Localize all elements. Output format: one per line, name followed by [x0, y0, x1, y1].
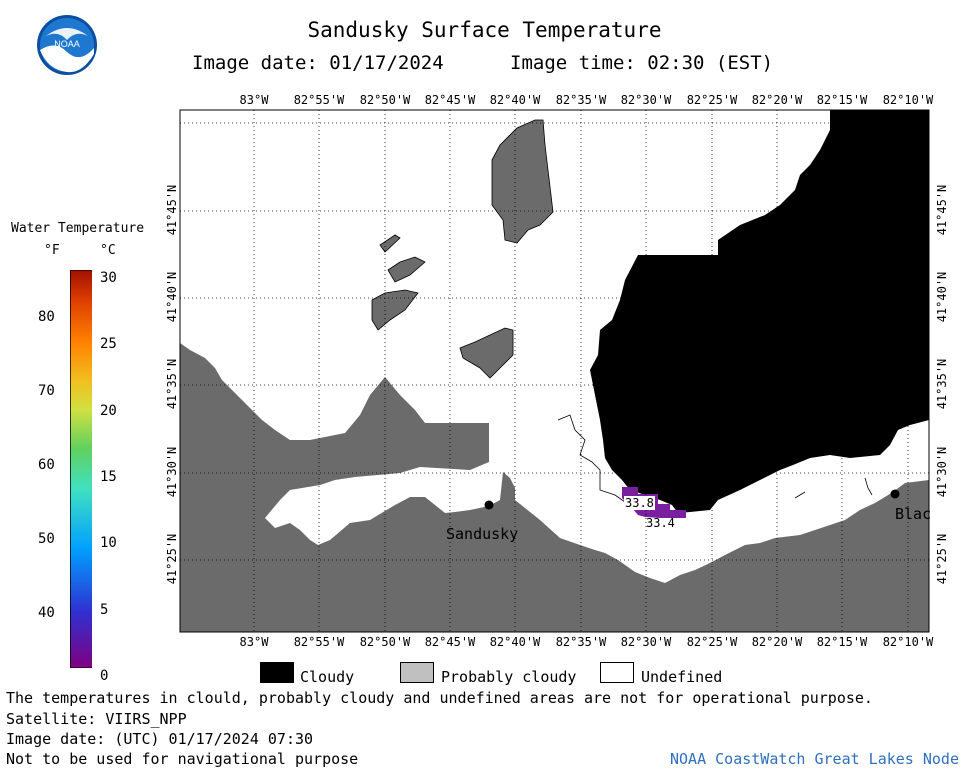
legend-undefined-label: Undefined: [641, 668, 723, 686]
lon-label-top: 82°20'W: [751, 93, 803, 107]
lat-label-left: 41°35'N: [165, 358, 179, 410]
lon-label-top: 82°25'W: [686, 93, 738, 107]
lat-label-right: 41°45'N: [935, 184, 949, 236]
blac-marker: [890, 489, 900, 499]
lon-label-top: 82°50'W: [359, 93, 411, 107]
island-small-1: [379, 234, 401, 253]
lon-label-bottom: 82°15'W: [816, 635, 868, 649]
lon-label-top: 82°40'W: [489, 93, 541, 107]
lon-label-top: 82°15'W: [816, 93, 868, 107]
scale-f-tick: 70: [38, 383, 55, 399]
lat-label-left: 41°30'N: [165, 446, 179, 498]
lon-label-bottom: 82°45'W: [424, 635, 476, 649]
scale-unit-c: °C: [100, 243, 116, 258]
lon-label-bottom: 82°20'W: [751, 635, 803, 649]
scale-f-tick: 40: [38, 605, 55, 621]
lat-label-left: 41°45'N: [165, 184, 179, 236]
scale-f-tick: 50: [38, 531, 55, 547]
scale-unit-f: °F: [44, 243, 60, 258]
legend-cloudy-label: Cloudy: [300, 668, 355, 686]
color-scale-bar: [69, 269, 92, 669]
scale-c-tick: 20: [100, 402, 117, 419]
scale-c-tick: 25: [100, 336, 117, 353]
legend-undefined-swatch: [600, 662, 634, 683]
scale-f-tick: 80: [38, 309, 55, 325]
page-title: Sandusky Surface Temperature: [307, 18, 662, 42]
scale-c-tick: 0: [100, 667, 109, 684]
image-date: Image date: 01/17/2024: [192, 52, 444, 74]
temp-reading-2: 33.4: [646, 516, 675, 530]
lon-label-bottom: 82°35'W: [555, 635, 607, 649]
lat-label-right: 41°35'N: [935, 358, 949, 410]
island-small-2: [387, 256, 426, 283]
lon-label-bottom: 82°25'W: [686, 635, 738, 649]
utc-date: Image date: (UTC) 01/17/2024 07:30: [6, 730, 314, 748]
lon-label-top: 82°45'W: [424, 93, 476, 107]
island-bass: [459, 327, 514, 379]
lon-label-top: 83°W: [239, 93, 269, 107]
lon-label-top: 82°30'W: [620, 93, 672, 107]
lon-label-bottom: 82°30'W: [620, 635, 672, 649]
scale-f-tick: 60: [38, 457, 55, 473]
satellite: Satellite: VIIRS_NPP: [6, 710, 187, 728]
city-label-sandusky: Sandusky: [446, 525, 519, 543]
lon-label-top: 82°10'W: [882, 93, 934, 107]
disclaimer: The temperatures in clould, probably clo…: [6, 689, 873, 707]
city-label-blac: Blac: [895, 505, 932, 523]
noaa-logo: NOAA: [36, 14, 98, 76]
credit: NOAA CoastWatch Great Lakes Node: [670, 750, 959, 768]
temp-reading-1: 33.8: [624, 496, 655, 510]
island-pelee: [491, 119, 554, 244]
south-shore-land: [180, 343, 929, 632]
lon-label-top: 82°55'W: [293, 93, 345, 107]
svg-text:NOAA: NOAA: [54, 39, 80, 49]
lon-label-bottom: 82°55'W: [293, 635, 345, 649]
lat-label-right: 41°40'N: [935, 271, 949, 323]
legend-probably-cloudy-swatch: [400, 662, 434, 683]
lon-label-bottom: 82°40'W: [489, 635, 541, 649]
lat-label-left: 41°25'N: [165, 533, 179, 585]
lat-label-right: 41°30'N: [935, 446, 949, 498]
image-time: Image time: 02:30 (EST): [510, 52, 774, 74]
scale-c-tick: 10: [100, 535, 117, 552]
scale-c-tick: 30: [100, 270, 117, 286]
lon-label-bottom: 83°W: [239, 635, 269, 649]
lat-label-right: 41°25'N: [935, 533, 949, 585]
scale-c-tick: 15: [100, 468, 117, 485]
navigation-note: Not to be used for navigational purpose: [6, 750, 359, 768]
lon-label-bottom: 82°10'W: [882, 635, 934, 649]
scale-c-tick: 5: [100, 601, 109, 618]
island-kelleys: [371, 289, 419, 331]
lat-label-left: 41°40'N: [165, 271, 179, 323]
legend-cloudy-swatch: [260, 662, 294, 683]
scale-title: Water Temperature: [11, 221, 145, 236]
sandusky-marker: [484, 500, 494, 510]
legend-probably-cloudy-label: Probably cloudy: [441, 668, 577, 686]
lon-label-top: 82°35'W: [555, 93, 607, 107]
lon-label-bottom: 82°50'W: [359, 635, 411, 649]
